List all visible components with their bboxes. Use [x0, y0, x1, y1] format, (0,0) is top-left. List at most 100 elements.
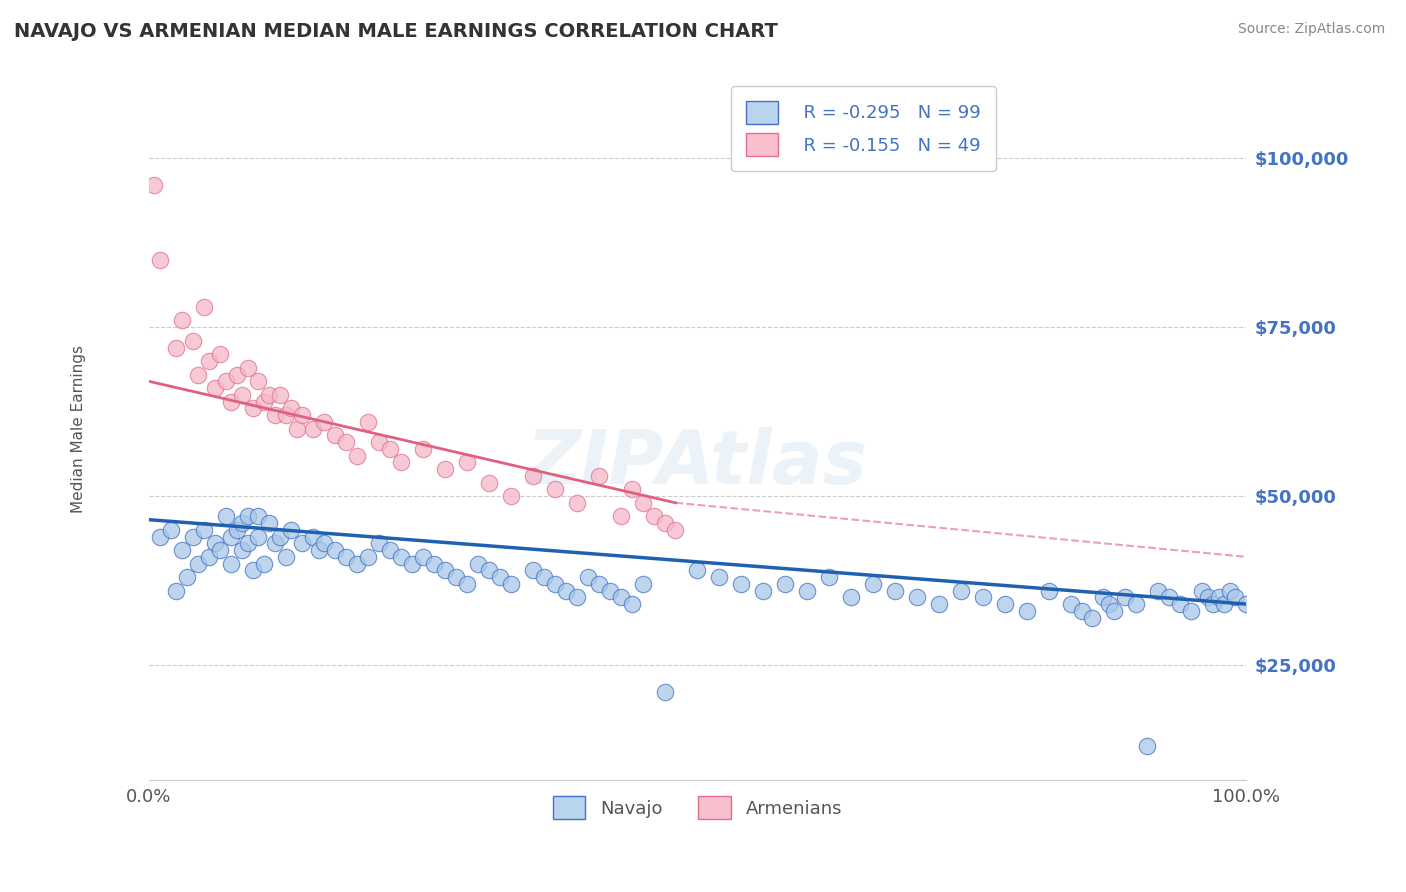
Point	[654, 685, 676, 699]
Point	[149, 252, 172, 267]
Point	[1180, 604, 1202, 618]
Point	[423, 557, 446, 571]
Point	[170, 313, 193, 327]
Point	[242, 401, 264, 416]
Point	[253, 557, 276, 571]
Point	[187, 368, 209, 382]
Point	[291, 536, 314, 550]
Point	[193, 300, 215, 314]
Point	[489, 570, 512, 584]
Point	[994, 597, 1017, 611]
Point	[176, 570, 198, 584]
Point	[478, 563, 501, 577]
Point	[378, 442, 401, 456]
Point	[1015, 604, 1038, 618]
Point	[522, 563, 544, 577]
Point	[1038, 583, 1060, 598]
Point	[949, 583, 972, 598]
Point	[1159, 591, 1181, 605]
Point	[280, 523, 302, 537]
Point	[609, 591, 631, 605]
Point	[181, 334, 204, 348]
Point	[456, 577, 478, 591]
Point	[247, 509, 270, 524]
Point	[456, 455, 478, 469]
Point	[884, 583, 907, 598]
Point	[149, 530, 172, 544]
Point	[247, 530, 270, 544]
Point	[357, 549, 380, 564]
Point	[434, 462, 457, 476]
Point	[554, 583, 576, 598]
Text: NAVAJO VS ARMENIAN MEDIAN MALE EARNINGS CORRELATION CHART: NAVAJO VS ARMENIAN MEDIAN MALE EARNINGS …	[14, 22, 778, 41]
Point	[143, 178, 166, 193]
Point	[588, 468, 610, 483]
Point	[1223, 591, 1246, 605]
Point	[499, 489, 522, 503]
Point	[839, 591, 862, 605]
Point	[165, 583, 187, 598]
Point	[231, 388, 253, 402]
Point	[204, 381, 226, 395]
Point	[219, 557, 242, 571]
Point	[620, 483, 643, 497]
Point	[412, 549, 434, 564]
Point	[264, 536, 287, 550]
Point	[368, 435, 391, 450]
Point	[631, 577, 654, 591]
Point	[796, 583, 818, 598]
Point	[1234, 597, 1257, 611]
Point	[253, 394, 276, 409]
Point	[522, 468, 544, 483]
Y-axis label: Median Male Earnings: Median Male Earnings	[72, 344, 86, 513]
Point	[389, 549, 412, 564]
Point	[1059, 597, 1081, 611]
Point	[565, 591, 588, 605]
Point	[631, 496, 654, 510]
Point	[643, 509, 665, 524]
Point	[1147, 583, 1170, 598]
Point	[346, 449, 368, 463]
Point	[264, 408, 287, 422]
Point	[204, 536, 226, 550]
Point	[1168, 597, 1191, 611]
Point	[1191, 583, 1213, 598]
Point	[664, 523, 686, 537]
Point	[1136, 739, 1159, 753]
Point	[576, 570, 599, 584]
Point	[588, 577, 610, 591]
Point	[214, 374, 236, 388]
Point	[1202, 597, 1225, 611]
Point	[565, 496, 588, 510]
Point	[302, 530, 325, 544]
Point	[214, 509, 236, 524]
Point	[357, 415, 380, 429]
Point	[285, 421, 308, 435]
Point	[335, 549, 357, 564]
Text: ZIPAtlas: ZIPAtlas	[527, 427, 868, 500]
Legend: Navajo, Armenians: Navajo, Armenians	[538, 781, 856, 834]
Point	[1213, 597, 1236, 611]
Point	[302, 421, 325, 435]
Point	[198, 354, 221, 368]
Point	[478, 475, 501, 490]
Point	[170, 543, 193, 558]
Point	[1114, 591, 1136, 605]
Point	[269, 388, 291, 402]
Point	[308, 543, 330, 558]
Point	[544, 483, 567, 497]
Point	[1092, 591, 1115, 605]
Point	[1081, 610, 1104, 624]
Point	[323, 428, 346, 442]
Point	[368, 536, 391, 550]
Point	[1219, 583, 1241, 598]
Point	[323, 543, 346, 558]
Point	[1104, 604, 1126, 618]
Point	[219, 394, 242, 409]
Point	[599, 583, 621, 598]
Point	[231, 543, 253, 558]
Point	[314, 415, 336, 429]
Point	[1208, 591, 1230, 605]
Point	[1197, 591, 1219, 605]
Point	[1098, 597, 1121, 611]
